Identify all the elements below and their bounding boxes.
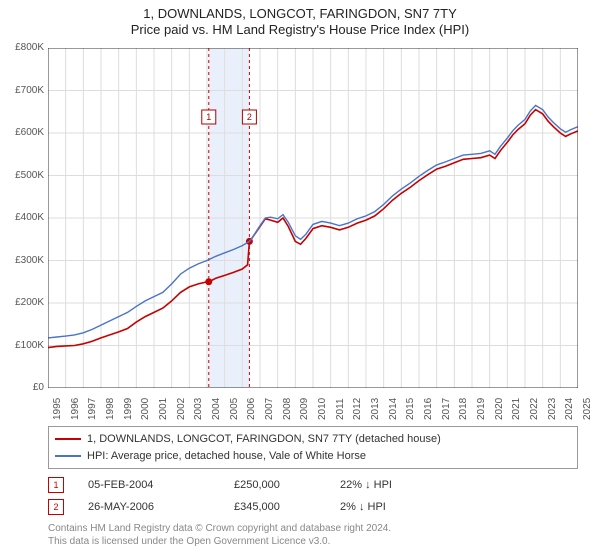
legend-box: 1, DOWNLANDS, LONGCOT, FARINGDON, SN7 7T… (48, 426, 578, 469)
x-tick-label: 1997 (87, 398, 98, 420)
x-axis-labels: 1995 1996 1997 1998 1999 2000 2001 2002 2003 2004… (48, 390, 578, 424)
marker-number-box: 2 (48, 499, 64, 515)
svg-text:1: 1 (206, 112, 211, 122)
svg-text:2: 2 (247, 112, 252, 122)
y-tick-label: £100K (4, 340, 44, 351)
x-tick-label: 2023 (547, 398, 558, 420)
marker-table: 1 05-FEB-2004 £250,000 22% ↓ HPI 2 26-MAY-200… (48, 474, 578, 518)
legend-swatch (55, 438, 81, 440)
x-tick-label: 2010 (317, 398, 328, 420)
x-tick-label: 2024 (564, 398, 575, 420)
x-tick-label: 2000 (140, 398, 151, 420)
y-tick-label: £700K (4, 85, 44, 96)
y-tick-label: £400K (4, 212, 44, 223)
x-tick-label: 1995 (52, 398, 63, 420)
legend-label: 1, DOWNLANDS, LONGCOT, FARINGDON, SN7 7T… (87, 431, 441, 448)
marker-number-box: 1 (48, 477, 64, 493)
legend-swatch (55, 455, 81, 457)
title-block: 1, DOWNLANDS, LONGCOT, FARINGDON, SN7 7T… (0, 0, 600, 39)
y-tick-label: £0 (4, 382, 44, 393)
marker-date: 05-FEB-2004 (70, 479, 228, 491)
y-tick-label: £500K (4, 170, 44, 181)
footer-line2: This data is licensed under the Open Gov… (48, 535, 578, 548)
footer-line1: Contains HM Land Registry data © Crown c… (48, 522, 578, 535)
x-tick-label: 2018 (458, 398, 469, 420)
x-tick-label: 2021 (511, 398, 522, 420)
x-tick-label: 2006 (246, 398, 257, 420)
x-tick-label: 2008 (282, 398, 293, 420)
footer-text: Contains HM Land Registry data © Crown c… (48, 522, 578, 548)
x-tick-label: 2016 (423, 398, 434, 420)
marker-price: £345,000 (234, 501, 334, 513)
x-tick-label: 2002 (176, 398, 187, 420)
x-tick-label: 2005 (229, 398, 240, 420)
x-tick-label: 2025 (582, 398, 593, 420)
marker-diff: 22% ↓ HPI (340, 479, 460, 491)
x-tick-label: 2001 (158, 398, 169, 420)
x-tick-label: 2011 (335, 398, 346, 420)
x-tick-label: 1998 (105, 398, 116, 420)
marker-date: 26-MAY-2006 (70, 501, 228, 513)
x-tick-label: 2019 (476, 398, 487, 420)
title-subtitle: Price paid vs. HM Land Registry's House … (0, 22, 600, 38)
x-tick-label: 2012 (352, 398, 363, 420)
x-tick-label: 1999 (123, 398, 134, 420)
chart-area: 12 (48, 48, 578, 388)
title-address: 1, DOWNLANDS, LONGCOT, FARINGDON, SN7 7T… (0, 6, 600, 22)
x-tick-label: 2017 (441, 398, 452, 420)
y-tick-label: £800K (4, 42, 44, 53)
legend-row: 1, DOWNLANDS, LONGCOT, FARINGDON, SN7 7T… (55, 431, 571, 448)
y-tick-label: £200K (4, 297, 44, 308)
x-tick-label: 2014 (388, 398, 399, 420)
y-tick-label: £300K (4, 255, 44, 266)
x-tick-label: 2015 (405, 398, 416, 420)
chart-svg: 12 (48, 48, 578, 388)
x-tick-label: 2013 (370, 398, 381, 420)
marker-row: 2 26-MAY-2006 £345,000 2% ↓ HPI (48, 496, 578, 518)
legend-label: HPI: Average price, detached house, Vale… (87, 448, 366, 465)
y-tick-label: £600K (4, 127, 44, 138)
legend-row: HPI: Average price, detached house, Vale… (55, 448, 571, 465)
marker-diff: 2% ↓ HPI (340, 501, 460, 513)
x-tick-label: 2007 (264, 398, 275, 420)
x-tick-label: 2020 (494, 398, 505, 420)
x-tick-label: 2003 (193, 398, 204, 420)
marker-row: 1 05-FEB-2004 £250,000 22% ↓ HPI (48, 474, 578, 496)
marker-price: £250,000 (234, 479, 334, 491)
x-tick-label: 1996 (70, 398, 81, 420)
x-tick-label: 2009 (299, 398, 310, 420)
x-tick-label: 2022 (529, 398, 540, 420)
x-tick-label: 2004 (211, 398, 222, 420)
page-container: 1, DOWNLANDS, LONGCOT, FARINGDON, SN7 7T… (0, 0, 600, 560)
